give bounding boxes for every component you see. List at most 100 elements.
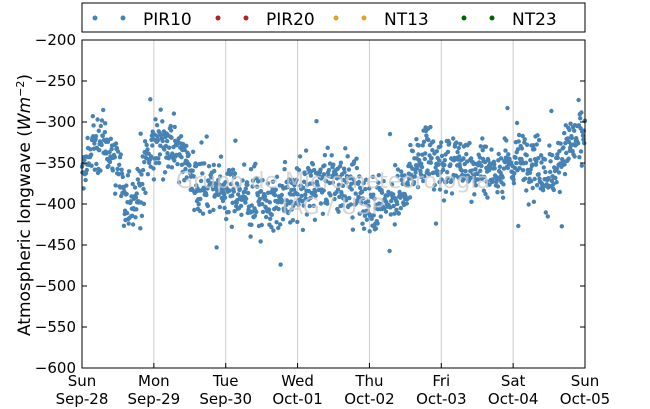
pir10-point <box>291 187 297 192</box>
pir10-point <box>514 160 519 166</box>
pir10-point <box>553 175 558 181</box>
pir10-point <box>357 174 362 179</box>
pir10-point <box>511 177 516 182</box>
pir10-point <box>303 192 308 197</box>
pir10-point <box>371 192 376 197</box>
pir10-point <box>250 178 256 183</box>
pir10-point <box>492 166 497 171</box>
pir10-point <box>508 160 514 165</box>
pir10-point <box>172 124 177 130</box>
pir10-point <box>501 182 506 187</box>
pir10-point <box>204 192 209 198</box>
pir10-point <box>324 179 329 184</box>
y-tick-label-3: −350 <box>35 154 76 172</box>
pir10-point <box>243 200 248 205</box>
pir10-point <box>484 179 489 184</box>
legend-marker-pir10-b <box>120 15 126 21</box>
pir10-point <box>485 195 490 200</box>
pir10-point <box>396 211 401 216</box>
pir10-point <box>103 121 108 126</box>
y-tick-label-5: −450 <box>35 236 76 254</box>
pir10-point <box>169 135 174 140</box>
pir10-point <box>295 219 300 225</box>
pir10-point <box>144 142 149 148</box>
watermark-line-1: Grupo de Micrometeorologia <box>176 169 490 194</box>
pir10-point <box>501 166 507 171</box>
pir10-point <box>349 187 354 192</box>
pir10-point <box>399 177 404 183</box>
pir10-point <box>260 201 265 207</box>
pir10-point <box>325 145 330 150</box>
pir10-point <box>320 211 326 216</box>
pir10-point <box>536 137 542 143</box>
pir10-point <box>530 162 535 167</box>
x-tick-date-5: Oct-03 <box>416 390 466 408</box>
pir10-point <box>196 202 201 207</box>
pir10-point <box>527 170 533 175</box>
pir10-point <box>389 182 395 187</box>
pir10-point <box>205 203 210 209</box>
pir10-point <box>548 159 553 164</box>
pir10-point <box>516 139 521 144</box>
pir10-point <box>451 136 456 141</box>
y-axis-label: Atmospheric longwave (Wm−2) <box>14 74 36 336</box>
pir10-point <box>267 200 272 205</box>
pir10-point <box>469 199 474 204</box>
pir10-point <box>486 158 491 163</box>
pir10-point <box>222 195 228 200</box>
pir10-point <box>117 162 122 167</box>
pir10-point <box>303 148 309 153</box>
pir10-point <box>447 140 452 146</box>
pir10-point <box>578 149 584 154</box>
pir10-point <box>363 177 369 182</box>
pir10-point <box>169 165 175 170</box>
pir10-point <box>432 182 437 188</box>
pir10-point <box>520 133 525 139</box>
pir10-point <box>310 162 316 167</box>
pir10-point <box>423 151 428 156</box>
pir10-point <box>463 169 468 174</box>
pir10-point <box>193 164 199 169</box>
pir10-point <box>99 118 105 123</box>
pir10-point <box>548 169 553 175</box>
pir10-point <box>266 207 272 212</box>
pir10-point <box>202 161 207 166</box>
pir10-point <box>450 176 455 181</box>
y-tick-label-0: −200 <box>35 31 76 49</box>
pir10-point <box>398 206 403 211</box>
pir10-point <box>361 180 366 186</box>
pir10-point <box>430 148 435 153</box>
pir10-point <box>356 179 362 185</box>
pir10-point <box>130 222 136 227</box>
pir10-point <box>363 186 368 192</box>
pir10-point <box>325 201 330 206</box>
pir10-point <box>554 166 560 171</box>
pir10-point <box>457 154 462 159</box>
pir10-point <box>113 191 118 196</box>
pir10-point <box>524 188 529 193</box>
pir10-point <box>258 239 263 244</box>
pir10-point <box>557 149 562 154</box>
pir10-point <box>517 166 522 171</box>
pir10-point <box>331 162 336 167</box>
pir10-point <box>308 195 313 201</box>
pir10-point <box>546 176 551 181</box>
pir10-point <box>373 226 379 231</box>
pir10-point <box>283 207 288 212</box>
pir10-point <box>449 191 455 196</box>
pir10-point <box>340 203 345 208</box>
legend-label-nt23: NT23 <box>512 10 557 30</box>
x-tick-day-1: Mon <box>138 372 170 390</box>
pir10-point <box>217 204 222 210</box>
y-tick-label-8: −600 <box>35 359 76 377</box>
pir10-point <box>328 193 333 198</box>
pir10-point <box>118 152 124 157</box>
pir10-point <box>216 163 222 168</box>
pir10-point <box>562 171 568 177</box>
pir10-point <box>454 140 459 145</box>
pir10-point <box>426 137 431 143</box>
pir10-point <box>184 175 189 180</box>
pir10-point <box>382 206 387 211</box>
pir10-point <box>148 97 153 102</box>
pir10-point <box>337 164 343 169</box>
